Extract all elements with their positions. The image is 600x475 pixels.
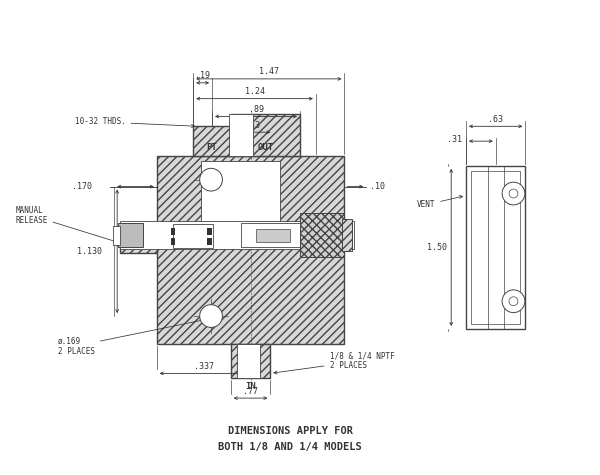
Bar bbox=[157, 156, 344, 344]
Circle shape bbox=[509, 297, 518, 306]
Bar bbox=[241, 223, 300, 247]
Circle shape bbox=[200, 304, 223, 327]
Bar bbox=[113, 226, 120, 245]
Bar bbox=[170, 238, 175, 245]
Text: IN: IN bbox=[245, 382, 256, 391]
Circle shape bbox=[502, 290, 525, 313]
Bar bbox=[231, 114, 300, 156]
Bar bbox=[256, 229, 290, 242]
Text: .43: .43 bbox=[245, 121, 260, 130]
Text: MANUAL
RELEASE: MANUAL RELEASE bbox=[16, 206, 116, 242]
Text: 1/8 & 1/4 NPTF
2 PLACES: 1/8 & 1/4 NPTF 2 PLACES bbox=[274, 351, 394, 374]
Text: BOTH 1/8 AND 1/4 MODELS: BOTH 1/8 AND 1/4 MODELS bbox=[218, 442, 362, 452]
Bar bbox=[170, 228, 175, 235]
Circle shape bbox=[509, 189, 518, 198]
Bar bbox=[343, 219, 352, 251]
Bar bbox=[466, 166, 526, 329]
Bar bbox=[120, 221, 355, 249]
Text: .89: .89 bbox=[248, 105, 263, 114]
Bar bbox=[120, 225, 157, 253]
Bar bbox=[229, 114, 253, 156]
Text: ø.169
2 PLACES: ø.169 2 PLACES bbox=[58, 316, 219, 356]
Circle shape bbox=[502, 182, 525, 205]
Bar bbox=[193, 126, 231, 156]
Text: 1.47: 1.47 bbox=[259, 67, 279, 76]
Circle shape bbox=[200, 168, 223, 191]
Bar bbox=[237, 344, 260, 378]
Text: OUT: OUT bbox=[257, 142, 274, 152]
Text: .63: .63 bbox=[488, 115, 503, 124]
Text: .10: .10 bbox=[370, 182, 385, 191]
Text: .19: .19 bbox=[195, 71, 210, 80]
Text: VENT: VENT bbox=[416, 196, 463, 209]
Text: PT: PT bbox=[206, 142, 217, 152]
Text: DIMENSIONS APPLY FOR: DIMENSIONS APPLY FOR bbox=[227, 426, 353, 436]
Bar bbox=[118, 223, 143, 247]
Text: 1.24: 1.24 bbox=[245, 87, 265, 96]
Text: .337: .337 bbox=[194, 362, 214, 371]
Bar bbox=[300, 213, 344, 257]
Text: 1.50: 1.50 bbox=[427, 243, 447, 252]
Text: .31: .31 bbox=[447, 135, 462, 143]
Bar bbox=[207, 238, 212, 245]
Text: 1.130: 1.130 bbox=[77, 247, 103, 256]
Text: 10-32 THDS.: 10-32 THDS. bbox=[74, 117, 194, 127]
Bar bbox=[471, 171, 520, 324]
Bar bbox=[207, 228, 212, 235]
Bar bbox=[231, 344, 271, 378]
Bar bbox=[173, 224, 213, 248]
Text: .170: .170 bbox=[73, 182, 92, 191]
Bar bbox=[201, 161, 280, 225]
Text: .77: .77 bbox=[243, 387, 258, 396]
